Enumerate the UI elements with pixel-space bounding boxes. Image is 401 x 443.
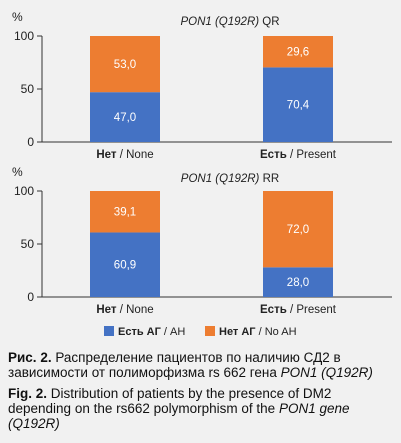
chart-0-title-part-0: PON1 (Q192R) bbox=[180, 16, 259, 28]
legend-label-ag: Есть АГ / AH bbox=[118, 326, 185, 338]
chart-0-data-label-1-no_ag: 29,6 bbox=[287, 47, 309, 59]
chart-1-category-1-part-0: Есть bbox=[260, 304, 287, 316]
chart-1-category-0-part-0: Нет bbox=[96, 304, 117, 316]
chart-0-bar-1-ag bbox=[263, 67, 333, 142]
chart-0-tick-label-0-part-0: 100 bbox=[14, 29, 34, 43]
chart-1-tick-label-0: 100 bbox=[14, 184, 34, 198]
chart-1-tick-label-1-part-0: 50 bbox=[21, 237, 35, 251]
chart-0-title-part-1: QR bbox=[259, 16, 279, 28]
chart-1-tick-label-1: 50 bbox=[21, 237, 35, 251]
chart-1-category-0: Нет / None bbox=[96, 304, 153, 316]
caption-ru-label: Рис. 2. bbox=[8, 350, 52, 365]
chart-0-tick-label-2: 0 bbox=[27, 135, 34, 149]
chart-0-tick-label-0: 100 bbox=[14, 29, 34, 43]
legend-label-no_ag-part-0: Нет АГ bbox=[219, 326, 256, 338]
legend-swatch-no_ag bbox=[205, 326, 215, 336]
chart-0-category-1-part-1: / Present bbox=[287, 149, 337, 161]
chart-0-category-0: Нет / None bbox=[96, 149, 153, 161]
chart-0-data-label-0-ag-part-0: 47,0 bbox=[114, 112, 136, 124]
chart-0-tick-label-2-part-0: 0 bbox=[27, 135, 34, 149]
legend-swatch-ag bbox=[104, 326, 114, 336]
chart-1-bar-0-ag bbox=[90, 232, 160, 297]
caption-en-text: Distribution of patients by the presence… bbox=[8, 386, 332, 416]
chart-1-data-label-0-ag: 60,9 bbox=[114, 260, 136, 272]
caption-en-label: Fig. 2. bbox=[8, 386, 48, 401]
chart-1-title: PON1 (Q192R) RR bbox=[181, 173, 279, 185]
chart-1-category-1: Есть / Present bbox=[260, 304, 337, 316]
chart-1-data-label-1-ag-part-0: 28,0 bbox=[287, 277, 309, 289]
chart-0-category-0-part-1: / None bbox=[117, 149, 154, 161]
legend-label-ag-part-0: Есть АГ bbox=[118, 326, 162, 338]
chart-0-tick-label-1-part-0: 50 bbox=[21, 82, 35, 96]
chart-0-bar-0-ag bbox=[90, 92, 160, 142]
chart-1-ylabel: % bbox=[12, 165, 23, 179]
chart-1-data-label-1-no_ag: 72,0 bbox=[287, 224, 309, 236]
legend-label-ag-part-1: / AH bbox=[161, 326, 186, 338]
chart-1-data-label-0-ag-part-0: 60,9 bbox=[114, 260, 136, 272]
chart-1-ylabel-part-0: % bbox=[12, 165, 23, 179]
chart-0-bar-1-no_ag bbox=[263, 36, 333, 68]
legend-label-no_ag: Нет АГ / No AH bbox=[219, 326, 297, 338]
caption-ru-gene: PON1 (Q192R) bbox=[280, 365, 373, 380]
chart-1-tick-label-2-part-0: 0 bbox=[27, 290, 34, 304]
caption-ru: Рис. 2. Распределение пациентов по налич… bbox=[8, 350, 393, 380]
chart-1-bar-1-ag bbox=[263, 267, 333, 297]
chart-0-data-label-1-ag-part-0: 70,4 bbox=[287, 100, 310, 112]
chart-1-bar-0-no_ag bbox=[90, 191, 160, 233]
chart-0-category-1-part-0: Есть bbox=[260, 149, 287, 161]
legend-label-no_ag-part-1: / No AH bbox=[256, 326, 297, 338]
chart-1-tick-label-2: 0 bbox=[27, 290, 34, 304]
chart-0-bar-0-no_ag bbox=[90, 36, 160, 93]
caption-en: Fig. 2. Distribution of patients by the … bbox=[8, 386, 393, 431]
chart-0-data-label-0-no_ag-part-0: 53,0 bbox=[114, 59, 136, 71]
chart-0-data-label-0-no_ag: 53,0 bbox=[114, 59, 136, 71]
caption-ru-text: Распределение пациентов по наличию СД2 в… bbox=[8, 350, 341, 380]
chart-1-bar-1-no_ag bbox=[263, 191, 333, 268]
chart-0-category-1: Есть / Present bbox=[260, 149, 337, 161]
chart-1-data-label-0-no_ag: 39,1 bbox=[114, 207, 136, 219]
chart-1-tick-label-0-part-0: 100 bbox=[14, 184, 34, 198]
chart-1-data-label-0-no_ag-part-0: 39,1 bbox=[114, 207, 136, 219]
chart-1-data-label-1-no_ag-part-0: 72,0 bbox=[287, 224, 309, 236]
chart-1-category-0-part-1: / None bbox=[117, 304, 154, 316]
chart-0-data-label-1-ag: 70,4 bbox=[287, 100, 310, 112]
caption-en-gene: PON1 gene (Q192R) bbox=[8, 401, 350, 431]
chart-0-ylabel: % bbox=[12, 10, 23, 24]
chart-0-tick-label-1: 50 bbox=[21, 82, 35, 96]
chart-0-data-label-0-ag: 47,0 bbox=[114, 112, 136, 124]
chart-1-title-part-0: PON1 (Q192R) bbox=[181, 173, 260, 185]
chart-area: PON1 (Q192R) QR% 100 50 0 47,0 53,0 Нет / None… bbox=[12, 10, 392, 338]
chart-0-category-0-part-0: Нет bbox=[96, 149, 117, 161]
chart-1-category-1-part-1: / Present bbox=[287, 304, 337, 316]
chart-1-data-label-1-ag: 28,0 bbox=[287, 277, 309, 289]
chart-0-ylabel-part-0: % bbox=[12, 10, 23, 24]
chart-0-title: PON1 (Q192R) QR bbox=[180, 16, 279, 28]
chart-0-data-label-1-no_ag-part-0: 29,6 bbox=[287, 47, 309, 59]
chart-1-title-part-1: RR bbox=[259, 173, 279, 185]
